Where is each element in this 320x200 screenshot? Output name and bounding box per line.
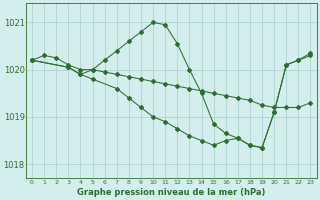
X-axis label: Graphe pression niveau de la mer (hPa): Graphe pression niveau de la mer (hPa) bbox=[77, 188, 266, 197]
